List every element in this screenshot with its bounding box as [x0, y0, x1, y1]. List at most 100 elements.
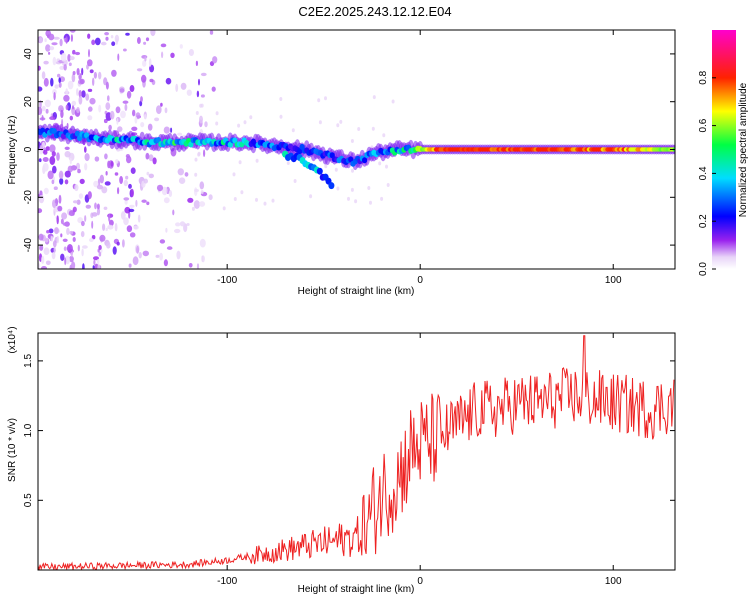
noise-speck [62, 238, 68, 242]
noise-speck [43, 77, 49, 87]
noise-speck [98, 104, 102, 113]
noise-speck [45, 108, 49, 114]
noise-speck [199, 201, 206, 207]
noise-speck [195, 111, 199, 115]
noise-speck [105, 102, 111, 110]
noise-speck [122, 100, 129, 104]
noise-speck [114, 34, 120, 43]
noise-speck [48, 33, 55, 41]
noise-speck [369, 200, 372, 205]
noise-speck [91, 212, 98, 217]
noise-speck [87, 191, 92, 200]
noise-speck [59, 177, 64, 185]
noise-speck [96, 258, 100, 265]
noise-speck [249, 115, 253, 120]
noise-speck [170, 127, 173, 133]
noise-speck [117, 126, 123, 132]
noise-speck [76, 88, 79, 96]
noise-speck [58, 77, 61, 83]
noise-speck [84, 153, 90, 162]
noise-speck [98, 245, 102, 250]
noise-speck [104, 153, 108, 160]
noise-speck [57, 73, 61, 78]
noise-speck [160, 102, 163, 107]
noise-speck [92, 265, 95, 269]
noise-speck [104, 32, 109, 36]
noise-speck [60, 233, 63, 238]
noise-speck [38, 37, 43, 44]
noise-speck [354, 199, 358, 204]
noise-speck [62, 222, 69, 227]
noise-speck [76, 107, 80, 114]
colorbar: 0.0 0.2 0.4 0.6 0.8 Normalized spectral ampl… [698, 30, 749, 276]
noise-speck [240, 190, 244, 195]
noise-speck [263, 201, 267, 206]
noise-speck [232, 172, 236, 177]
ridge-point [188, 141, 194, 148]
noise-speck [318, 120, 322, 125]
snr-xlabel: Height of straight line (km) [298, 584, 415, 595]
noise-speck [41, 115, 44, 121]
noise-speck [135, 199, 138, 207]
noise-speck [371, 126, 375, 131]
noise-speck [144, 56, 147, 62]
noise-speck [204, 121, 208, 128]
spectrogram-ticks: -100 0 100 -40 -20 0 20 40 [23, 30, 675, 286]
y-tick-label: 0.5 [23, 493, 34, 507]
noise-speck [38, 86, 43, 92]
noise-speck [74, 184, 79, 192]
noise-speck [60, 218, 64, 225]
spectrogram-ylabel: Frequency (Hz) [7, 116, 18, 185]
noise-speck [199, 115, 203, 124]
noise-speck [71, 100, 77, 106]
noise-speck [45, 260, 51, 266]
noise-speck [177, 168, 184, 176]
noise-speck [93, 71, 97, 79]
noise-speck [372, 95, 376, 100]
page-title: C2E2.2025.243.12.12.E04 [298, 4, 452, 19]
colorbar-ticks: 0.0 0.2 0.4 0.6 0.8 [698, 70, 716, 276]
snr-panel: -100 0 100 0.5 1.0 1.5 Height of straight lin… [7, 326, 676, 595]
noise-speck [43, 247, 50, 255]
noise-speck [148, 58, 152, 67]
spectrogram-xlabel: Height of straight line (km) [298, 286, 415, 297]
noise-speck [66, 227, 70, 235]
noise-speck [237, 123, 241, 128]
noise-speck [101, 186, 108, 194]
noise-speck [78, 90, 82, 98]
noise-speck [67, 80, 74, 90]
noise-speck [91, 235, 96, 240]
noise-speck [65, 104, 69, 111]
noise-speck [116, 118, 119, 125]
noise-speck [70, 34, 73, 42]
noise-speck [103, 118, 108, 124]
noise-speck [115, 106, 121, 114]
noise-speck [76, 68, 80, 76]
noise-speck [133, 225, 139, 230]
noise-speck [108, 213, 111, 222]
noise-speck [209, 30, 214, 35]
noise-speck [49, 156, 56, 165]
noise-speck [93, 259, 96, 266]
noise-speck [156, 184, 164, 192]
noise-speck [155, 254, 160, 258]
noise-speck [98, 251, 102, 257]
x-tick-label: 100 [605, 275, 622, 286]
noise-speck [94, 202, 97, 210]
noise-speck [255, 197, 258, 202]
noise-speck [215, 121, 219, 126]
colorbar-scale [712, 30, 736, 269]
noise-speck [188, 263, 193, 268]
noise-speck [52, 56, 57, 66]
noise-speck [64, 151, 71, 158]
noise-speck [117, 187, 120, 195]
noise-speck [199, 103, 203, 108]
noise-speck [143, 41, 147, 45]
noise-speck [84, 163, 88, 171]
noise-speck [132, 109, 136, 117]
noise-speck [188, 49, 194, 56]
noise-speck [125, 154, 130, 159]
noise-speck [339, 119, 343, 124]
noise-speck [350, 187, 354, 192]
noise-speck [106, 242, 111, 249]
